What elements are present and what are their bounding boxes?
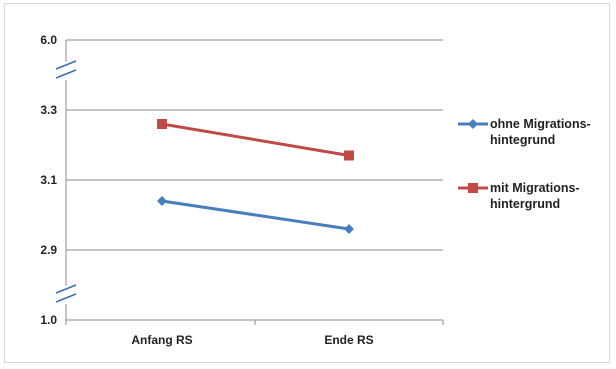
y-tick-label: 3.1 [40, 173, 57, 187]
legend-marker [468, 119, 478, 129]
x-tick-label: Ende RS [324, 333, 373, 347]
x-axis-ticks: Anfang RS Ende RS [131, 333, 373, 347]
chart-frame [4, 3, 610, 363]
y-tick-label: 1.0 [40, 313, 57, 327]
legend-item-series-2: mit Migrations- hintergrund [458, 181, 580, 211]
data-point [344, 224, 354, 234]
data-point [344, 150, 354, 161]
legend-marker [468, 183, 478, 193]
axis-break-mark [55, 293, 77, 303]
legend-label-line: ohne Migrations- [490, 117, 591, 131]
axis-break-mark [55, 284, 77, 294]
legend-label-line: hintergrund [490, 197, 560, 211]
legend-label-line: hintegrund [490, 133, 555, 147]
series-line [161, 199, 350, 231]
y-axis-ticks: 6.0 3.3 3.1 2.9 1.0 [40, 33, 57, 327]
legend: ohne Migrations- hintegrund mit Migratio… [458, 117, 591, 211]
data-point [157, 196, 167, 206]
axes [55, 40, 444, 325]
y-tick-label: 2.9 [40, 243, 57, 257]
axis-break-mark [55, 60, 77, 70]
legend-label-line: mit Migrations- [490, 181, 580, 195]
data-point [157, 119, 167, 129]
y-tick-label: 3.3 [40, 103, 57, 117]
axis-break-mark [55, 69, 77, 79]
y-tick-label: 6.0 [40, 33, 57, 47]
legend-item-series-1: ohne Migrations- hintegrund [458, 117, 591, 147]
gridlines [66, 39, 443, 251]
x-tick-label: Anfang RS [131, 333, 192, 347]
series-line [161, 122, 350, 157]
series [157, 119, 354, 234]
